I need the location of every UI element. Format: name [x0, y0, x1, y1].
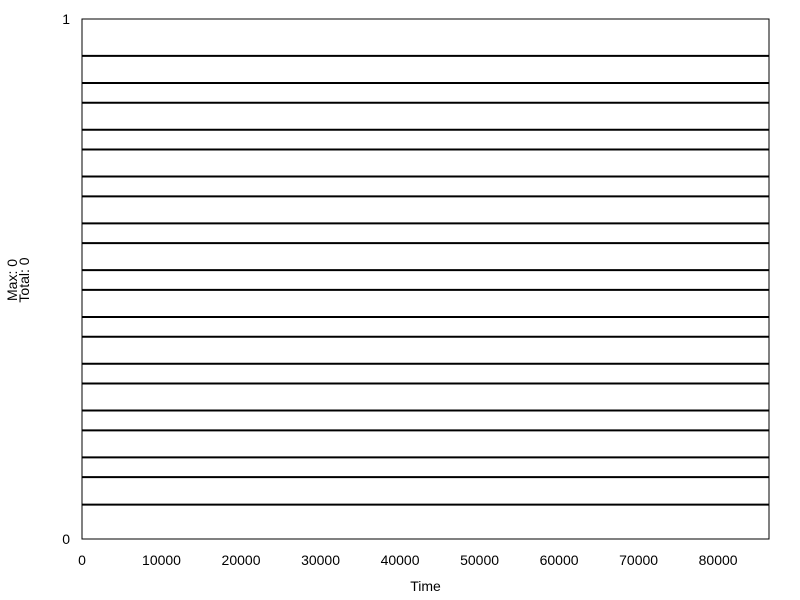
y-axis: 01 — [62, 11, 70, 547]
x-tick-label: 20000 — [222, 552, 261, 568]
x-tick-label: 30000 — [301, 552, 340, 568]
x-axis: 0 10000 20000 30000 40000 50000 60000 70000 8000… — [78, 552, 738, 568]
y-axis-label-line: Max: 0 — [4, 259, 20, 301]
y-tick-label: 0 — [62, 531, 70, 547]
x-tick-label: 0 — [78, 552, 86, 568]
y-axis-label-line: Total: 0 — [16, 257, 32, 302]
x-tick-label: 10000 — [142, 552, 181, 568]
x-tick-label: 40000 — [381, 552, 420, 568]
x-axis-label: Time — [410, 578, 441, 594]
x-tick-label: 70000 — [619, 552, 658, 568]
x-tick-label: 80000 — [699, 552, 738, 568]
plot-frame — [81, 18, 770, 540]
x-tick-label: 50000 — [460, 552, 499, 568]
series-layer — [82, 54, 769, 506]
y-tick-label: 1 — [62, 11, 70, 27]
x-tick-label: 60000 — [540, 552, 579, 568]
